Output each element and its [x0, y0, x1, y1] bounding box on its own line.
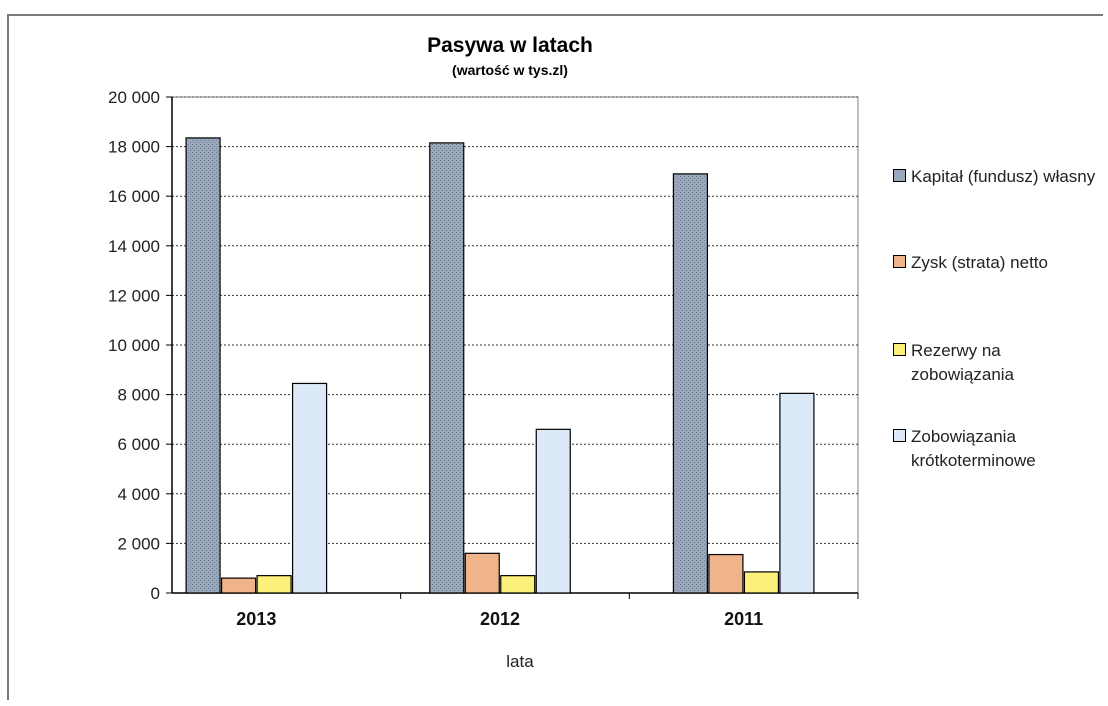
x-tick-label: 2011	[724, 609, 763, 629]
plot-area	[171, 96, 859, 594]
legend-label-kapital: Kapitał (fundusz) własny	[911, 167, 1096, 186]
bar-2013-s0	[185, 137, 221, 594]
legend-item-zysk: Zysk (strata) netto	[893, 251, 1101, 275]
y-tick-label: 18 000	[108, 138, 160, 157]
bar-2011-s0	[672, 173, 709, 594]
legend-swatch-kapital	[893, 169, 906, 182]
y-tick-label: 20 000	[108, 88, 160, 107]
chart-title: Pasywa w latach	[427, 34, 593, 57]
x-axis-label: lata	[506, 652, 534, 671]
bar-2013-s2	[256, 575, 292, 594]
bar-2011-s2	[743, 571, 780, 594]
legend-swatch-zobowiazania	[893, 429, 906, 442]
y-tick-label: 12 000	[108, 286, 160, 305]
legend-item-kapital: Kapitał (fundusz) własny	[893, 165, 1101, 189]
bar-2012-s3	[535, 428, 571, 594]
bar-2011-s1	[708, 553, 744, 594]
y-tick-label: 2 000	[117, 534, 160, 553]
bar-2012-s1	[464, 552, 500, 594]
legend-label-zysk: Zysk (strata) netto	[911, 253, 1048, 272]
bar-2011-s3	[779, 392, 815, 594]
y-tick-label: 8 000	[117, 386, 160, 405]
legend-swatch-rezerwy	[893, 343, 906, 356]
legend-item-rezerwy: Rezerwy na zobowiązania	[893, 339, 1101, 387]
y-tick-label: 4 000	[117, 485, 160, 504]
x-tick-label: 2012	[480, 609, 520, 629]
legend-swatch-zysk	[893, 255, 906, 268]
legend-label-zobowiazania: Zobowiązania krótkoterminowe	[911, 427, 1036, 470]
y-tick-label: 0	[151, 584, 160, 603]
legend-item-zobowiazania: Zobowiązania krótkoterminowe	[893, 425, 1101, 473]
legend-label-rezerwy: Rezerwy na zobowiązania	[911, 341, 1015, 384]
chart-subtitle: (wartość w tys.zl)	[452, 62, 568, 78]
y-tick-label: 6 000	[117, 435, 160, 454]
y-tick-label: 10 000	[108, 336, 160, 355]
bar-2013-s1	[220, 577, 257, 594]
y-tick-label: 16 000	[108, 187, 160, 206]
bar-2013-s3	[291, 382, 328, 594]
bar-2012-s0	[429, 142, 465, 594]
y-tick-label: 14 000	[108, 237, 160, 256]
x-tick-label: 2013	[236, 609, 276, 629]
bar-2012-s2	[500, 575, 536, 594]
